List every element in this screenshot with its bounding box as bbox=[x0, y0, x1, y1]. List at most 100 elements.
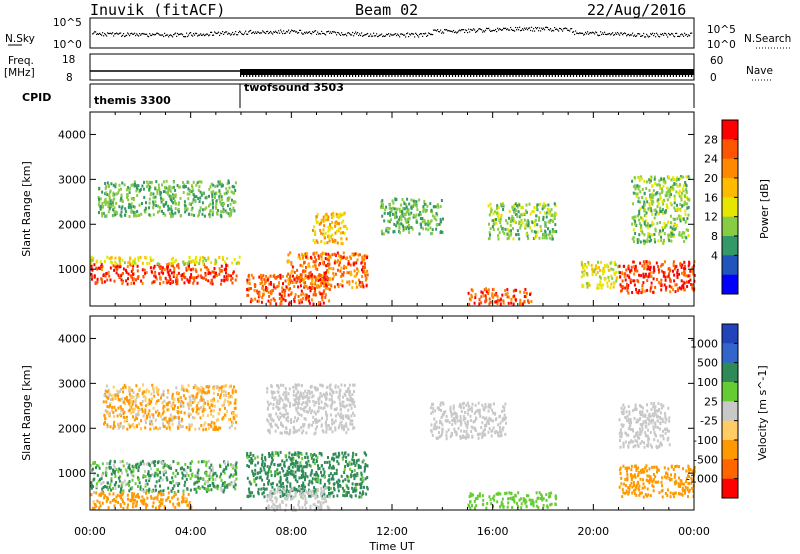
nsky-point bbox=[467, 32, 469, 34]
nave-point bbox=[615, 75, 617, 77]
data-cell bbox=[234, 398, 237, 402]
data-cell bbox=[641, 287, 644, 291]
data-cell bbox=[186, 401, 189, 405]
data-cell bbox=[135, 394, 138, 397]
data-cell bbox=[171, 186, 174, 190]
nsky-point bbox=[122, 34, 124, 36]
nsky-point bbox=[627, 34, 629, 36]
data-cell bbox=[98, 506, 101, 510]
data-cell bbox=[158, 209, 161, 213]
data-cell bbox=[120, 210, 123, 214]
data-cell bbox=[302, 269, 305, 273]
nsky-point bbox=[101, 34, 103, 36]
data-cell bbox=[300, 469, 303, 473]
data-cell bbox=[235, 420, 238, 424]
data-cell bbox=[213, 192, 216, 196]
data-cell bbox=[265, 286, 267, 289]
data-cell bbox=[279, 273, 282, 277]
data-cell bbox=[231, 281, 234, 285]
nsky-point bbox=[582, 32, 584, 34]
data-cell bbox=[319, 281, 322, 285]
data-cell bbox=[129, 404, 132, 407]
data-cell bbox=[141, 184, 144, 188]
data-cell bbox=[396, 221, 399, 225]
data-cell bbox=[96, 259, 99, 263]
data-cell bbox=[585, 265, 588, 269]
nsky-point bbox=[431, 33, 433, 35]
data-cell bbox=[677, 177, 680, 181]
nsky-point bbox=[215, 32, 217, 34]
data-cell bbox=[654, 285, 657, 289]
data-cell bbox=[485, 296, 487, 300]
data-cell bbox=[302, 280, 305, 284]
data-cell bbox=[272, 283, 275, 287]
nsky-point bbox=[626, 35, 628, 37]
data-cell bbox=[287, 293, 290, 297]
data-cell bbox=[420, 225, 423, 229]
data-cell bbox=[197, 197, 200, 200]
nsky-point bbox=[452, 31, 454, 33]
data-cell bbox=[649, 194, 652, 198]
data-cell bbox=[293, 285, 296, 288]
data-cell bbox=[660, 263, 663, 267]
nsky-point bbox=[668, 32, 670, 35]
data-cell bbox=[499, 302, 502, 306]
data-cell bbox=[354, 274, 357, 278]
data-cell bbox=[189, 466, 192, 470]
data-cell bbox=[133, 407, 136, 411]
nave-point bbox=[545, 75, 547, 77]
data-cell bbox=[133, 260, 136, 264]
nsky-point bbox=[102, 32, 104, 34]
data-cell bbox=[648, 189, 651, 192]
data-cell bbox=[201, 201, 204, 205]
data-cell bbox=[671, 230, 674, 234]
data-cell bbox=[142, 383, 144, 387]
data-cell bbox=[424, 222, 427, 226]
nsky-point bbox=[569, 30, 571, 32]
data-cell bbox=[172, 397, 175, 401]
nave-point bbox=[609, 75, 611, 77]
data-cell bbox=[325, 271, 327, 275]
data-cell bbox=[224, 482, 227, 486]
data-cell bbox=[213, 425, 216, 429]
data-cell bbox=[340, 237, 343, 241]
data-cell bbox=[95, 485, 98, 489]
data-cell bbox=[668, 239, 671, 243]
data-cell bbox=[145, 180, 148, 184]
data-cell bbox=[174, 404, 176, 408]
data-cell bbox=[213, 385, 216, 389]
data-cell bbox=[424, 210, 427, 213]
data-cell bbox=[660, 239, 663, 243]
nave-point bbox=[582, 75, 584, 77]
nsky-point bbox=[398, 34, 400, 36]
data-cell bbox=[636, 269, 639, 273]
data-cell bbox=[283, 473, 286, 477]
data-cell bbox=[215, 425, 217, 429]
data-cell bbox=[195, 386, 198, 390]
nsky-point bbox=[412, 33, 414, 35]
data-cell bbox=[149, 256, 152, 260]
nsky-point bbox=[249, 30, 251, 32]
nsky-point bbox=[320, 33, 322, 35]
data-cell bbox=[230, 274, 233, 278]
nsky-point bbox=[548, 28, 550, 31]
cpid-mode-2: twofsound 3503 bbox=[244, 81, 344, 94]
nsky-point bbox=[170, 34, 172, 36]
data-cell bbox=[177, 397, 179, 401]
data-cell bbox=[626, 282, 628, 286]
nsky-point bbox=[459, 29, 461, 31]
data-cell bbox=[140, 279, 143, 283]
data-cell bbox=[418, 213, 420, 217]
nsky-point bbox=[240, 31, 242, 33]
data-cell bbox=[648, 180, 651, 184]
nsky-point bbox=[126, 34, 128, 36]
data-cell bbox=[424, 202, 427, 206]
data-cell bbox=[98, 501, 101, 505]
data-cell bbox=[270, 282, 272, 286]
data-cell bbox=[130, 396, 133, 400]
data-cell bbox=[643, 191, 646, 195]
data-cell bbox=[497, 237, 500, 241]
data-cell bbox=[121, 408, 124, 412]
data-cell bbox=[165, 186, 168, 190]
data-cell bbox=[185, 425, 188, 429]
